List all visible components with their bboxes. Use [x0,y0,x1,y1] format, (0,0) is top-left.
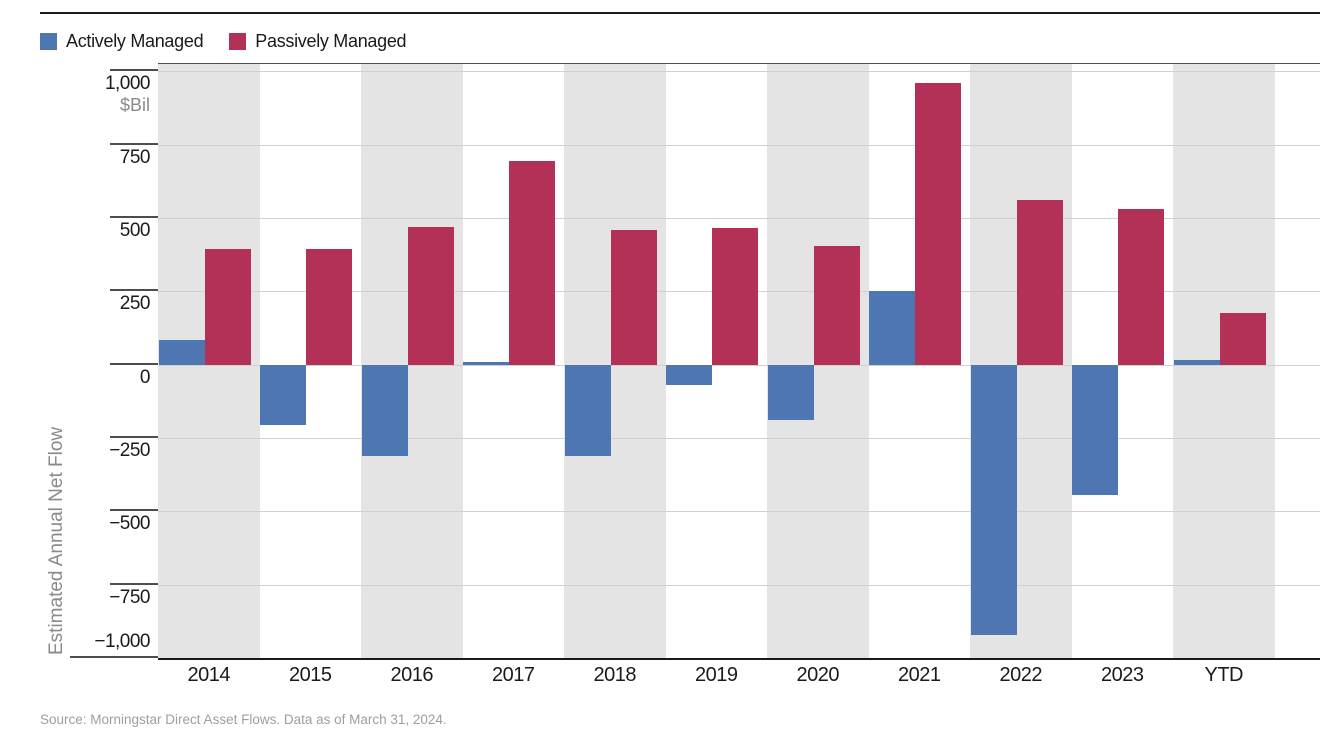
legend-item-label: Actively Managed [66,31,204,51]
legend-swatch-icon [229,33,247,50]
active-bar-2021[interactable] [869,291,915,365]
passive-bar-2023[interactable] [1118,209,1164,365]
passive-bar-2020[interactable] [813,245,860,365]
x-axis-label-2014: 2014 [187,664,231,686]
active-bar-2016[interactable] [361,364,408,456]
y-tick-0 [110,362,158,365]
y-tick-label: 500 [119,220,151,241]
y-tick-label: −250 [109,440,150,461]
plot-area [158,63,1320,660]
y-tick--750 [110,582,158,585]
gridline--750 [158,584,1320,586]
figure-top-rule [40,12,1320,14]
y-tick-750 [110,142,158,145]
x-axis-label-2018: 2018 [593,664,637,686]
active-bar-2023[interactable] [1072,364,1118,496]
y-tick-label: −500 [109,513,150,535]
y-axis: 1,000 $Bil 750 500 250 0 −250 −500 −750 −1,000 [70,63,158,658]
passive-bar-2021[interactable] [915,83,961,365]
y-tick--500 [110,509,158,512]
chart-legend: Actively Managed Passively Managed [40,31,407,52]
passive-bar-2015[interactable] [306,248,352,365]
x-axis-label-2021: 2021 [898,664,941,686]
y-tick-label: −1,000 [94,631,150,652]
passive-bar-2014[interactable] [204,248,251,365]
passive-bar-2016[interactable] [407,226,454,365]
y-tick-1000 [110,69,158,72]
passive-bar-YTD[interactable] [1219,313,1266,365]
passive-bar-2017[interactable] [509,160,555,365]
legend-swatch-icon [40,33,57,50]
legend-item-label: Passively Managed [255,31,407,51]
x-axis-label-2017: 2017 [492,664,535,686]
active-bar-2017[interactable] [463,361,509,365]
gridline-0 [158,364,1320,366]
legend-item-passive: Passively Managed [229,31,407,52]
x-axis-label-2019: 2019 [695,664,738,686]
y-tick-250 [110,289,158,292]
x-axis-label-2020: 2020 [796,664,840,686]
x-axis-label-YTD: YTD [1204,664,1244,686]
y-tick-500 [110,216,158,218]
passive-bar-2018[interactable] [610,229,657,365]
gridline--500 [158,511,1320,513]
x-axis-label-2015: 2015 [289,664,332,686]
active-bar-2022[interactable] [970,364,1017,635]
active-bar-YTD[interactable] [1173,360,1220,365]
x-axis-label-2023: 2023 [1101,664,1144,686]
y-tick--1000 [70,656,158,658]
active-bar-2015[interactable] [260,364,306,425]
active-bar-2020[interactable] [767,364,814,421]
y-tick-label: 250 [119,293,151,315]
x-axis-label-2022: 2022 [999,664,1043,686]
gridline--250 [158,438,1320,439]
y-tick-label: 1,000 [104,73,151,95]
x-axis-labels: 2014 2015 2016 2017 2018 2019 2020 2021 2022 2023… [158,664,1275,687]
passive-bar-2019[interactable] [712,228,758,365]
y-tick-label: −750 [109,586,150,608]
y-axis-title: Estimated Annual Net Flow [46,426,67,655]
gridline-1000 [158,71,1320,73]
y-tick-label: 750 [119,146,151,168]
active-bar-2018[interactable] [564,364,611,456]
active-bar-2014[interactable] [158,339,205,365]
gridline-500 [158,218,1320,219]
gridline-750 [158,144,1320,146]
active-bar-2019[interactable] [666,364,712,386]
y-tick-label: 0 [139,366,151,388]
y-axis-unit-label: $Bil [119,95,150,116]
source-note: Source: Morningstar Direct Asset Flows. … [40,712,447,727]
y-tick--250 [110,436,158,438]
passive-bar-2022[interactable] [1016,200,1063,365]
legend-item-active: Actively Managed [40,31,204,52]
x-axis-label-2016: 2016 [390,664,434,686]
